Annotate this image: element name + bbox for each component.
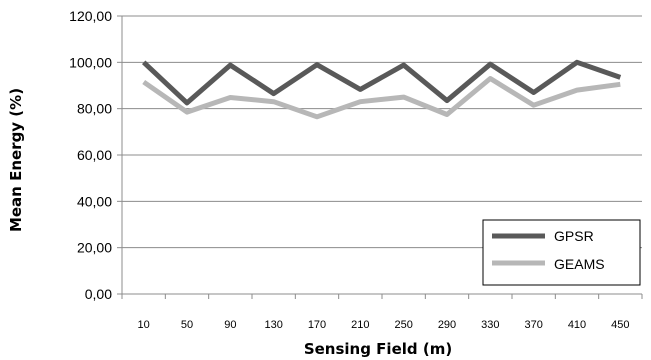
x-tick-label: 290	[438, 319, 456, 331]
x-tick-label: 130	[264, 319, 282, 331]
y-tick-label: 20,00	[77, 240, 112, 256]
y-tick-label: 0,00	[85, 286, 112, 302]
gridlines	[122, 15, 642, 249]
y-tick-label: 100,00	[69, 54, 112, 70]
x-tick-labels: 10 50 90 130 170 210 250 290 330 370 410 450	[138, 319, 630, 331]
axes	[117, 15, 643, 299]
y-tick-label: 120,00	[69, 8, 112, 24]
x-tick-label: 50	[181, 319, 193, 331]
y-tick-label: 80,00	[77, 101, 112, 117]
x-tick-label: 250	[394, 319, 412, 331]
legend-label-geams: GEAMS	[554, 256, 605, 272]
legend: GPSR GEAMS	[482, 219, 641, 286]
y-tick-label: 40,00	[77, 193, 112, 209]
y-tick-label: 60,00	[77, 147, 112, 163]
x-tick-label: 410	[568, 319, 586, 331]
y-tick-labels: 0,00 20,00 40,00 60,00 80,00 100,00 120,00	[69, 8, 112, 302]
x-tick-label: 450	[611, 319, 629, 331]
y-axis-title: Mean Energy (%)	[7, 88, 25, 232]
x-tick-label: 170	[308, 319, 326, 331]
legend-label-gpsr: GPSR	[554, 228, 594, 244]
x-tick-label: 90	[224, 319, 236, 331]
x-tick-label: 10	[138, 319, 150, 331]
x-tick-label: 330	[481, 319, 499, 331]
x-tick-label: 370	[524, 319, 542, 331]
x-axis-title: Sensing Field (m)	[304, 340, 452, 358]
series-line-gpsr	[141, 59, 622, 106]
legend-box	[482, 219, 641, 286]
x-tick-label: 210	[351, 319, 369, 331]
series-line-geams	[142, 76, 621, 120]
series-lines	[141, 59, 622, 120]
